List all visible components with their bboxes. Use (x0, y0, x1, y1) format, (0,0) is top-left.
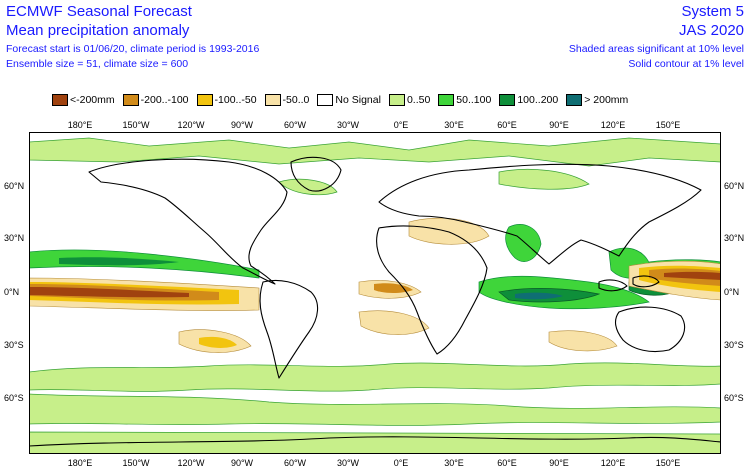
legend-item-8: > 200mm (566, 94, 628, 106)
legend-label-5: 0..50 (406, 94, 431, 106)
bottom-longitude-label: 90°E (549, 458, 569, 468)
bottom-longitude-label: 30°E (444, 458, 464, 468)
subtropical-dry-cores (199, 336, 237, 348)
bottom-longitude-label: 30°W (336, 458, 360, 468)
legend-swatch-5 (388, 94, 405, 106)
bottom-longitude-label: 120°W (177, 458, 205, 468)
legend-swatch-1 (122, 94, 139, 106)
top-longitude-label: 180°E (67, 120, 93, 130)
legend-swatch-4 (317, 94, 334, 106)
top-longitude-label: 120°W (177, 120, 205, 130)
system-label: System 5 (681, 3, 744, 20)
right-latitude-label: 60°S (724, 393, 744, 403)
coastlines (29, 156, 721, 447)
right-latitude-label: 60°N (724, 181, 745, 191)
shading-note: Shaded areas significant at 10% level (568, 43, 744, 55)
map-frame (29, 132, 721, 454)
left-latitude-label: 60°S (4, 393, 24, 403)
right-latitude-label: 30°N (724, 233, 745, 243)
map-subtitle: Mean precipitation anomaly (6, 22, 190, 39)
legend-label-8: > 200mm (584, 94, 629, 106)
legend-swatch-8 (566, 94, 583, 106)
bottom-longitude-label: 0°E (393, 458, 409, 468)
bottom-longitude-label: 150°W (122, 458, 150, 468)
legend-item-6: 50..100 (438, 94, 491, 106)
contour-note: Solid contour at 1% level (628, 58, 744, 70)
left-latitude-label: 30°S (4, 340, 24, 350)
legend-item-0: <-200mm (52, 94, 115, 106)
pacific-itcz-core (59, 257, 179, 266)
legend-swatch-3 (264, 94, 281, 106)
top-longitude-label: 150°W (122, 120, 150, 130)
top-longitude-label: 120°E (600, 120, 626, 130)
bottom-longitude-label: 180°E (67, 458, 93, 468)
legend-label-4: No Signal (335, 94, 381, 106)
bottom-longitude-label: 150°E (655, 458, 681, 468)
legend-label-0: <-200mm (70, 94, 115, 106)
top-longitude-label: 0°E (393, 120, 409, 130)
map-title: ECMWF Seasonal Forecast (6, 3, 192, 20)
arctic-wet-patches (29, 137, 721, 196)
legend-label-7: 100..200 (517, 94, 559, 106)
legend-label-6: 50..100 (456, 94, 492, 106)
right-latitude-label: 0°N (724, 287, 740, 297)
legend-swatch-2 (196, 94, 213, 106)
bottom-longitude-label: 120°E (600, 458, 626, 468)
legend-item-4: No Signal (317, 94, 381, 106)
legend-item-7: 100..200 (499, 94, 558, 106)
equatorial-dry-core (29, 271, 721, 298)
precipitation-map (29, 132, 721, 454)
legend-item-1: -200..-100 (122, 94, 189, 106)
top-longitude-label: 90°W (230, 120, 254, 130)
color-legend: <-200mm -200..-100 -100..-50 -50..0 No Signa… (52, 93, 636, 107)
legend-label-3: -50..0 (282, 94, 310, 106)
legend-swatch-6 (438, 94, 455, 106)
right-latitude-label: 30°S (724, 340, 744, 350)
top-longitude-label: 150°E (655, 120, 681, 130)
legend-label-2: -100..-50 (214, 94, 257, 106)
bottom-longitude-label: 60°W (283, 458, 307, 468)
top-longitude-label: 90°E (549, 120, 569, 130)
left-latitude-label: 30°N (4, 233, 25, 243)
ensemble-info: Ensemble size = 51, climate size = 600 (6, 58, 189, 70)
left-latitude-label: 60°N (4, 181, 25, 191)
legend-item-2: -100..-50 (196, 94, 257, 106)
legend-swatch-7 (499, 94, 516, 106)
top-longitude-label: 30°W (336, 120, 360, 130)
left-latitude-label: 0°N (4, 287, 20, 297)
top-longitude-label: 60°E (497, 120, 517, 130)
forecast-info: Forecast start is 01/06/20, climate peri… (6, 43, 260, 55)
season-label: JAS 2020 (678, 22, 744, 39)
bottom-longitude-label: 60°E (497, 458, 517, 468)
top-longitude-label: 30°E (444, 120, 464, 130)
top-longitude-label: 60°W (283, 120, 307, 130)
southern-ocean-wet-bands (29, 362, 721, 454)
legend-label-1: -200..-100 (140, 94, 189, 106)
bottom-longitude-label: 90°W (230, 458, 254, 468)
legend-item-5: 0..50 (388, 94, 431, 106)
strong-wet-core (515, 292, 563, 300)
legend-swatch-0 (52, 94, 68, 106)
legend-item-3: -50..0 (264, 94, 310, 106)
